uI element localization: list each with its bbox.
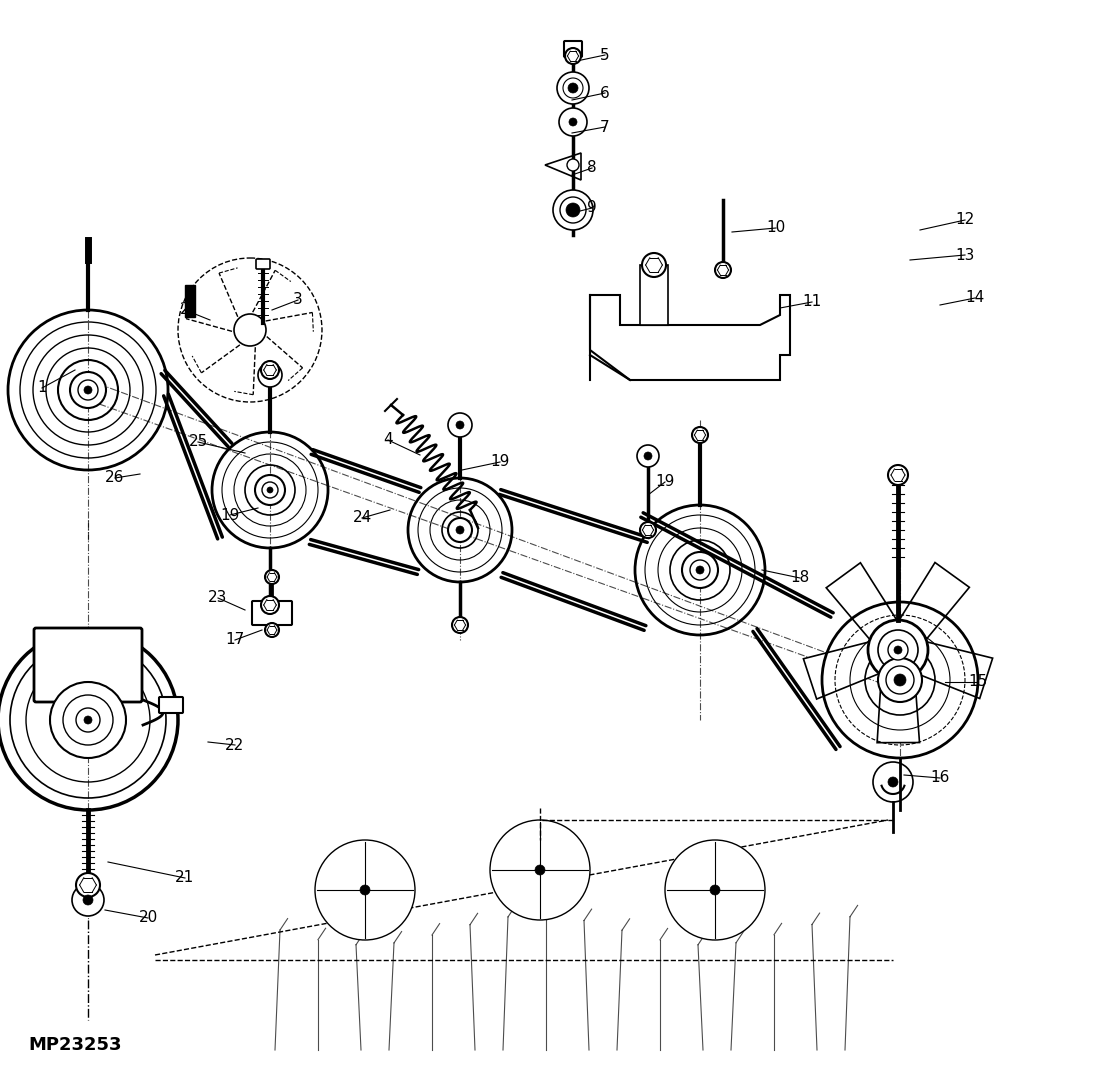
Circle shape <box>490 820 590 920</box>
FancyBboxPatch shape <box>256 259 270 269</box>
Text: 9: 9 <box>587 200 597 215</box>
Text: 12: 12 <box>955 213 974 228</box>
Text: 25: 25 <box>189 434 207 449</box>
Circle shape <box>267 487 273 493</box>
Text: 19: 19 <box>220 507 239 522</box>
Circle shape <box>456 421 464 429</box>
Text: 7: 7 <box>600 120 610 135</box>
Bar <box>640 265 668 325</box>
Text: 24: 24 <box>352 510 372 525</box>
Circle shape <box>887 640 908 660</box>
Text: MP23253: MP23253 <box>29 1036 122 1054</box>
FancyBboxPatch shape <box>159 697 183 713</box>
Polygon shape <box>826 563 898 641</box>
Circle shape <box>692 427 708 443</box>
Circle shape <box>261 596 279 614</box>
Text: 19: 19 <box>490 455 510 470</box>
Circle shape <box>566 203 580 217</box>
Text: 20: 20 <box>138 911 158 926</box>
Circle shape <box>261 361 279 379</box>
Circle shape <box>695 566 704 574</box>
Circle shape <box>452 617 468 633</box>
Circle shape <box>568 83 578 93</box>
Circle shape <box>567 159 579 171</box>
Circle shape <box>710 885 720 895</box>
Text: 17: 17 <box>225 632 245 647</box>
Text: 4: 4 <box>383 432 393 447</box>
Circle shape <box>642 253 666 277</box>
Circle shape <box>637 445 659 467</box>
Polygon shape <box>898 563 970 641</box>
Text: 8: 8 <box>587 160 597 175</box>
FancyBboxPatch shape <box>564 41 583 57</box>
Circle shape <box>887 777 898 788</box>
Text: 21: 21 <box>176 871 194 886</box>
Text: 5: 5 <box>600 47 610 62</box>
Circle shape <box>84 386 92 394</box>
Circle shape <box>76 708 100 732</box>
Text: 10: 10 <box>767 220 785 235</box>
Text: 15: 15 <box>969 674 987 689</box>
Bar <box>185 285 195 317</box>
Circle shape <box>448 518 472 542</box>
Circle shape <box>715 262 731 278</box>
Circle shape <box>360 885 370 895</box>
Polygon shape <box>803 641 882 699</box>
Text: 6: 6 <box>600 86 610 101</box>
Circle shape <box>258 363 282 387</box>
Text: 22: 22 <box>225 737 245 752</box>
Circle shape <box>559 108 587 136</box>
Text: 26: 26 <box>105 471 125 486</box>
Circle shape <box>50 682 126 758</box>
Text: 18: 18 <box>790 570 810 585</box>
Circle shape <box>569 118 577 126</box>
Circle shape <box>70 372 106 408</box>
FancyBboxPatch shape <box>34 628 142 702</box>
Circle shape <box>265 570 279 584</box>
Text: 11: 11 <box>802 294 822 309</box>
Circle shape <box>887 465 908 485</box>
Text: 13: 13 <box>955 247 975 262</box>
Circle shape <box>553 190 593 230</box>
Text: 19: 19 <box>655 474 675 489</box>
Circle shape <box>682 552 719 588</box>
Text: 3: 3 <box>293 292 303 307</box>
Circle shape <box>72 884 104 916</box>
Text: 14: 14 <box>965 290 985 306</box>
Circle shape <box>868 620 928 681</box>
Text: 2: 2 <box>180 303 190 318</box>
Polygon shape <box>878 673 919 743</box>
Circle shape <box>315 840 415 941</box>
Text: 23: 23 <box>208 591 228 606</box>
Text: 16: 16 <box>930 770 950 785</box>
Text: 1: 1 <box>37 381 47 396</box>
Circle shape <box>644 452 652 460</box>
Polygon shape <box>590 295 790 380</box>
Circle shape <box>265 623 279 637</box>
Circle shape <box>83 895 93 905</box>
Circle shape <box>535 865 545 875</box>
Circle shape <box>894 646 902 654</box>
Circle shape <box>873 762 913 802</box>
Circle shape <box>565 48 581 64</box>
Circle shape <box>640 522 656 538</box>
Circle shape <box>665 840 765 941</box>
Circle shape <box>84 716 92 724</box>
Circle shape <box>878 658 921 702</box>
Circle shape <box>448 413 472 437</box>
Circle shape <box>76 873 100 897</box>
Circle shape <box>255 475 285 505</box>
Circle shape <box>456 526 464 534</box>
Circle shape <box>557 72 589 104</box>
Circle shape <box>234 314 265 346</box>
FancyBboxPatch shape <box>252 601 292 625</box>
Circle shape <box>894 674 906 686</box>
Polygon shape <box>915 641 993 699</box>
Circle shape <box>265 371 274 379</box>
